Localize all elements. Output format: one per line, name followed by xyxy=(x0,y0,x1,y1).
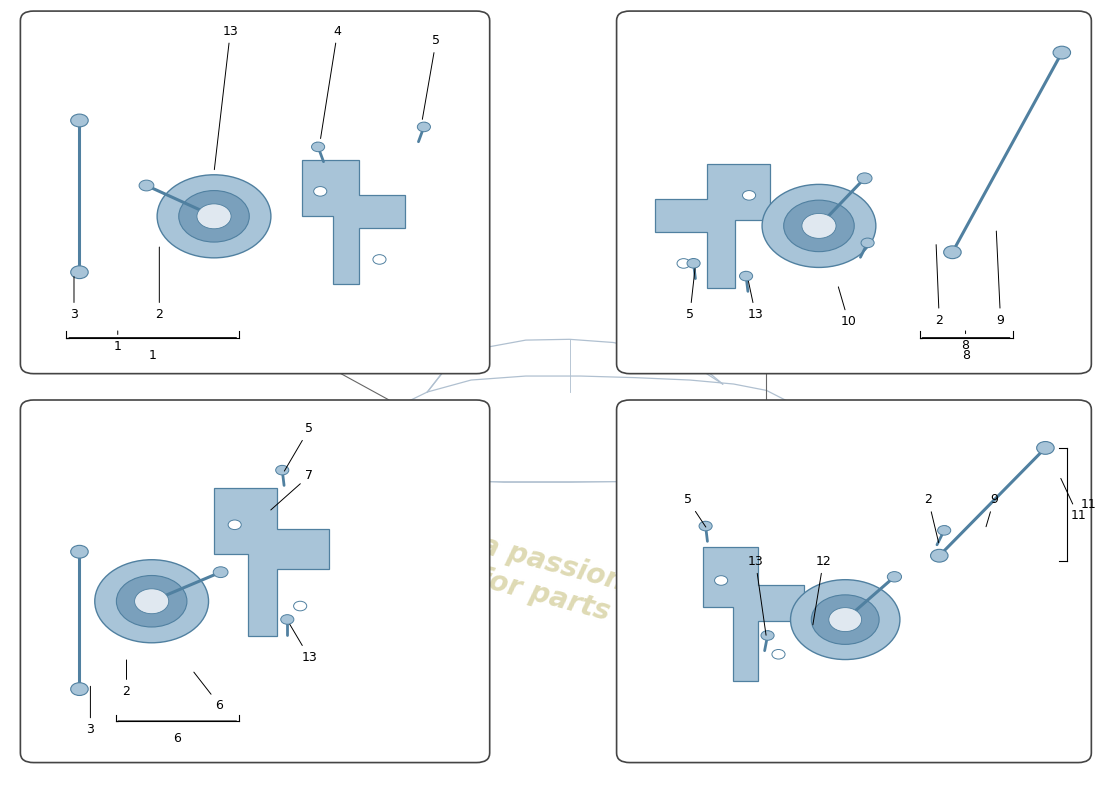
Circle shape xyxy=(739,271,752,281)
Text: 11: 11 xyxy=(1060,478,1086,522)
Circle shape xyxy=(157,174,271,258)
Text: 2: 2 xyxy=(155,247,163,321)
Circle shape xyxy=(772,650,785,659)
Text: 10: 10 xyxy=(838,287,857,328)
Polygon shape xyxy=(703,547,804,681)
Circle shape xyxy=(178,190,250,242)
Text: 9: 9 xyxy=(986,494,998,526)
Text: 6: 6 xyxy=(174,732,182,746)
Text: 7: 7 xyxy=(271,470,314,510)
Circle shape xyxy=(676,258,690,268)
Circle shape xyxy=(197,204,231,229)
Text: 5: 5 xyxy=(284,422,314,471)
Circle shape xyxy=(715,576,728,586)
Circle shape xyxy=(761,630,774,640)
Circle shape xyxy=(857,173,872,184)
Text: 8: 8 xyxy=(962,349,970,362)
Text: 5: 5 xyxy=(684,494,706,527)
Circle shape xyxy=(276,466,289,475)
Circle shape xyxy=(828,608,861,631)
FancyBboxPatch shape xyxy=(617,400,1091,762)
Circle shape xyxy=(791,580,900,659)
Circle shape xyxy=(698,522,712,531)
Circle shape xyxy=(117,575,187,627)
Text: 5: 5 xyxy=(686,269,695,321)
Circle shape xyxy=(417,122,430,132)
Circle shape xyxy=(228,520,241,530)
Text: 13: 13 xyxy=(748,555,766,635)
Text: 11: 11 xyxy=(1080,498,1097,511)
Circle shape xyxy=(139,180,154,191)
Circle shape xyxy=(314,186,327,196)
Circle shape xyxy=(70,266,88,278)
Circle shape xyxy=(690,458,756,506)
Text: 2: 2 xyxy=(924,494,938,542)
Circle shape xyxy=(861,238,875,248)
Circle shape xyxy=(888,572,902,582)
Circle shape xyxy=(783,200,855,252)
Polygon shape xyxy=(301,161,406,284)
Circle shape xyxy=(802,214,836,238)
Text: 12: 12 xyxy=(813,555,832,625)
Text: 1: 1 xyxy=(113,331,122,353)
Text: 1: 1 xyxy=(148,349,156,362)
Circle shape xyxy=(931,550,948,562)
Circle shape xyxy=(375,460,436,505)
Circle shape xyxy=(944,246,961,258)
Circle shape xyxy=(280,614,294,624)
Circle shape xyxy=(1053,46,1070,59)
Circle shape xyxy=(70,114,88,127)
Text: 13: 13 xyxy=(289,625,317,664)
Circle shape xyxy=(1036,442,1054,454)
FancyBboxPatch shape xyxy=(21,400,489,762)
Circle shape xyxy=(134,589,168,614)
Text: 3: 3 xyxy=(87,686,95,736)
Circle shape xyxy=(311,142,324,152)
Circle shape xyxy=(213,566,228,578)
Text: 6: 6 xyxy=(194,672,223,711)
Text: 8: 8 xyxy=(961,331,969,352)
FancyBboxPatch shape xyxy=(21,11,489,374)
Text: 5: 5 xyxy=(422,34,440,119)
Circle shape xyxy=(95,560,209,642)
Polygon shape xyxy=(214,488,329,635)
Text: 13: 13 xyxy=(748,282,763,321)
Text: 9: 9 xyxy=(997,231,1004,326)
Circle shape xyxy=(353,444,458,521)
Circle shape xyxy=(666,441,780,524)
Text: 4: 4 xyxy=(320,25,342,138)
Circle shape xyxy=(70,546,88,558)
Circle shape xyxy=(70,682,88,695)
Circle shape xyxy=(762,184,876,267)
Text: 2: 2 xyxy=(122,660,131,698)
Circle shape xyxy=(937,526,950,535)
Text: a passion
for parts: a passion for parts xyxy=(469,531,627,628)
FancyBboxPatch shape xyxy=(617,11,1091,374)
Text: 2: 2 xyxy=(935,245,943,326)
Circle shape xyxy=(373,254,386,264)
Text: 13: 13 xyxy=(214,25,239,170)
Circle shape xyxy=(812,595,879,644)
Text: s1985: s1985 xyxy=(917,456,998,480)
Polygon shape xyxy=(654,165,770,288)
Circle shape xyxy=(688,258,700,268)
Text: 3: 3 xyxy=(70,277,78,321)
Circle shape xyxy=(294,602,307,611)
Circle shape xyxy=(742,190,756,200)
